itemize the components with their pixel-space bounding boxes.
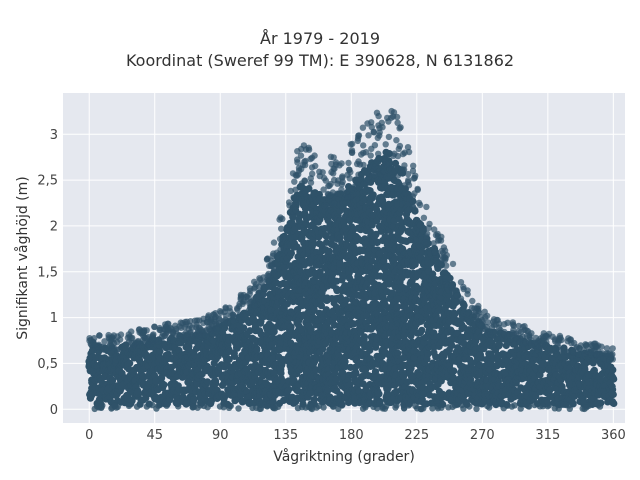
data-point (420, 214, 428, 221)
data-point (610, 375, 618, 383)
data-point (190, 396, 198, 404)
data-point (325, 182, 332, 190)
data-point (418, 326, 426, 334)
data-point (191, 352, 199, 360)
data-point (609, 399, 617, 407)
data-point (307, 328, 315, 336)
data-point (324, 386, 332, 394)
data-point (284, 387, 292, 395)
data-point (225, 355, 233, 364)
data-point (309, 235, 317, 244)
data-point (246, 327, 254, 335)
data-point (160, 381, 168, 389)
data-point (283, 300, 291, 308)
data-point (256, 319, 265, 327)
data-point (270, 328, 278, 336)
data-point (375, 390, 383, 398)
data-point (269, 354, 277, 362)
data-point (345, 159, 352, 167)
data-point (369, 191, 377, 199)
data-point (382, 141, 389, 148)
data-point (301, 205, 310, 213)
data-point (238, 398, 247, 406)
data-point (609, 390, 617, 399)
data-point (156, 347, 164, 355)
data-point (609, 366, 617, 374)
data-point (608, 382, 616, 391)
data-point (310, 306, 318, 314)
data-point (277, 369, 285, 377)
data-point (221, 392, 230, 400)
data-point (317, 302, 325, 310)
data-point (134, 388, 142, 396)
data-point (253, 346, 261, 354)
chart-title: År 1979 - 2019 (260, 29, 380, 48)
data-point (212, 377, 220, 385)
data-points (85, 107, 618, 413)
data-point (139, 372, 147, 380)
data-point (448, 281, 457, 289)
data-point (449, 368, 457, 376)
data-point (393, 137, 400, 144)
data-point (126, 359, 134, 367)
data-point (287, 249, 295, 257)
data-point (245, 393, 253, 401)
data-point (193, 380, 201, 388)
data-point (322, 177, 329, 184)
data-point (240, 324, 248, 332)
data-point (281, 264, 289, 272)
data-point (322, 232, 330, 240)
data-point (88, 391, 96, 399)
data-point (306, 389, 314, 397)
data-point (203, 378, 212, 386)
data-point (289, 213, 297, 221)
chart-subtitle: Koordinat (Sweref 99 TM): E 390628, N 61… (125, 51, 515, 70)
data-point (287, 323, 295, 331)
data-point (109, 376, 117, 384)
data-point (158, 374, 166, 382)
data-point (310, 396, 318, 404)
